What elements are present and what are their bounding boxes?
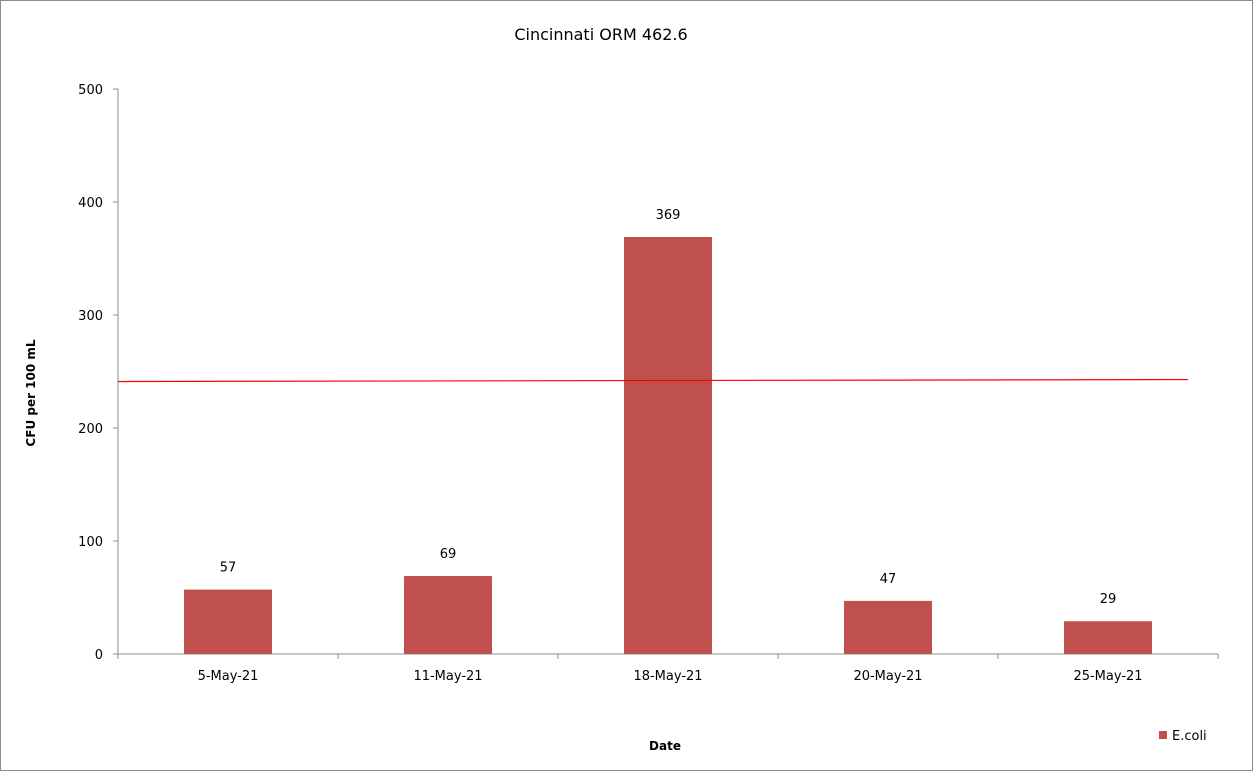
x-tick-label: 18-May-21	[633, 669, 702, 684]
x-axis-label: Date	[649, 739, 681, 753]
y-tick-label: 500	[78, 83, 103, 98]
data-label: 69	[440, 547, 457, 562]
data-label: 369	[656, 208, 681, 223]
plot-area: 0 100 200 300 400 500 57 5-May-21 69 11-May-21 369…	[78, 83, 1219, 684]
bar-5-May-21	[184, 589, 272, 654]
bar-25-May-21	[1064, 621, 1152, 654]
x-tick-label: 20-May-21	[853, 669, 922, 684]
y-tick-label: 300	[78, 309, 103, 324]
y-tick-label: 200	[78, 422, 103, 437]
data-label: 29	[1100, 592, 1117, 607]
x-tick-label: 11-May-21	[413, 669, 482, 684]
bar-20-May-21	[844, 600, 932, 654]
data-label: 47	[880, 572, 897, 587]
bar-18-May-21	[624, 237, 712, 654]
legend-label-ecoli: E.coli	[1172, 729, 1207, 744]
reference-line	[117, 378, 1189, 383]
legend: E.coli	[1159, 729, 1207, 744]
legend-swatch-ecoli	[1159, 731, 1167, 739]
x-tick-label: 25-May-21	[1073, 669, 1142, 684]
data-label: 57	[220, 561, 237, 576]
y-tick-label: 0	[95, 648, 103, 663]
x-tick-label: 5-May-21	[198, 669, 259, 684]
y-tick-label: 100	[78, 535, 103, 550]
y-axis-label: CFU per 100 mL	[24, 339, 38, 446]
chart-title: Cincinnati ORM 462.6	[514, 25, 687, 44]
y-tick-label: 400	[78, 196, 103, 211]
bar-11-May-21	[404, 576, 492, 654]
